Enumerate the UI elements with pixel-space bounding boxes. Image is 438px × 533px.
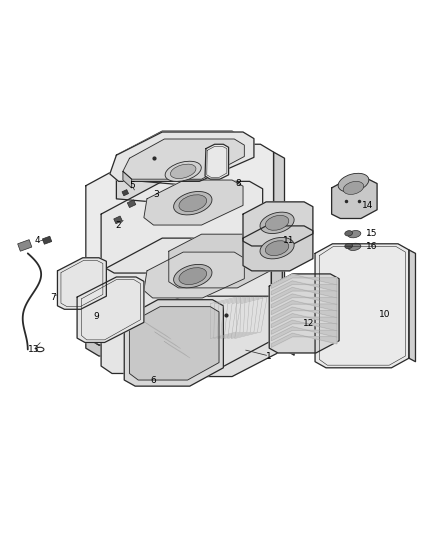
Text: 15: 15 xyxy=(366,229,378,238)
Polygon shape xyxy=(117,131,243,185)
Bar xyxy=(127,200,136,207)
Text: 7: 7 xyxy=(50,293,56,302)
Polygon shape xyxy=(117,171,121,183)
Ellipse shape xyxy=(260,212,294,233)
Text: 2: 2 xyxy=(116,221,121,230)
Ellipse shape xyxy=(170,164,196,179)
Polygon shape xyxy=(123,171,132,188)
Polygon shape xyxy=(272,320,337,334)
Polygon shape xyxy=(169,234,270,288)
Polygon shape xyxy=(409,250,416,362)
Polygon shape xyxy=(57,258,106,309)
Text: 6: 6 xyxy=(151,376,156,384)
Ellipse shape xyxy=(179,195,207,212)
Polygon shape xyxy=(272,294,337,308)
Ellipse shape xyxy=(348,243,361,251)
Polygon shape xyxy=(130,296,285,376)
Polygon shape xyxy=(123,139,244,179)
Bar xyxy=(18,240,32,251)
Polygon shape xyxy=(272,301,337,314)
Polygon shape xyxy=(110,132,254,181)
Text: 3: 3 xyxy=(153,190,159,199)
Text: 8: 8 xyxy=(236,179,241,188)
Text: 12: 12 xyxy=(303,319,314,328)
Polygon shape xyxy=(272,287,337,302)
Bar xyxy=(122,190,129,196)
Polygon shape xyxy=(272,245,283,346)
Text: 11: 11 xyxy=(283,236,295,245)
Text: 13: 13 xyxy=(28,345,39,354)
Polygon shape xyxy=(77,277,144,343)
Ellipse shape xyxy=(345,231,353,236)
Ellipse shape xyxy=(165,161,201,181)
Ellipse shape xyxy=(265,241,289,256)
Ellipse shape xyxy=(179,268,207,285)
Ellipse shape xyxy=(265,215,289,230)
Ellipse shape xyxy=(173,191,212,215)
Polygon shape xyxy=(124,300,223,386)
Polygon shape xyxy=(272,307,337,321)
Ellipse shape xyxy=(260,238,294,259)
Polygon shape xyxy=(86,337,197,356)
Polygon shape xyxy=(86,144,274,345)
Ellipse shape xyxy=(343,181,364,195)
Polygon shape xyxy=(272,281,337,295)
Polygon shape xyxy=(274,152,285,310)
Text: 5: 5 xyxy=(129,181,134,190)
Polygon shape xyxy=(144,180,243,225)
Text: 14: 14 xyxy=(362,201,373,210)
Text: 1: 1 xyxy=(266,351,272,360)
Polygon shape xyxy=(332,179,377,219)
Polygon shape xyxy=(272,313,337,328)
Polygon shape xyxy=(144,252,244,298)
Ellipse shape xyxy=(348,231,361,238)
Text: 4: 4 xyxy=(35,236,41,245)
Polygon shape xyxy=(205,144,229,179)
Polygon shape xyxy=(117,179,193,205)
Polygon shape xyxy=(272,274,337,288)
Polygon shape xyxy=(272,327,337,341)
Text: 10: 10 xyxy=(379,310,391,319)
Polygon shape xyxy=(243,202,313,246)
Polygon shape xyxy=(130,306,219,380)
Polygon shape xyxy=(315,244,409,368)
Ellipse shape xyxy=(173,264,212,288)
Polygon shape xyxy=(243,226,313,271)
Ellipse shape xyxy=(345,243,353,249)
Polygon shape xyxy=(101,181,263,273)
Text: 16: 16 xyxy=(366,243,378,252)
Bar xyxy=(114,216,122,224)
Bar xyxy=(42,236,52,244)
Text: 9: 9 xyxy=(94,312,99,321)
Polygon shape xyxy=(269,274,339,353)
Polygon shape xyxy=(285,304,294,355)
Polygon shape xyxy=(101,238,272,374)
Polygon shape xyxy=(272,333,337,348)
Polygon shape xyxy=(123,138,239,179)
Ellipse shape xyxy=(338,173,369,192)
